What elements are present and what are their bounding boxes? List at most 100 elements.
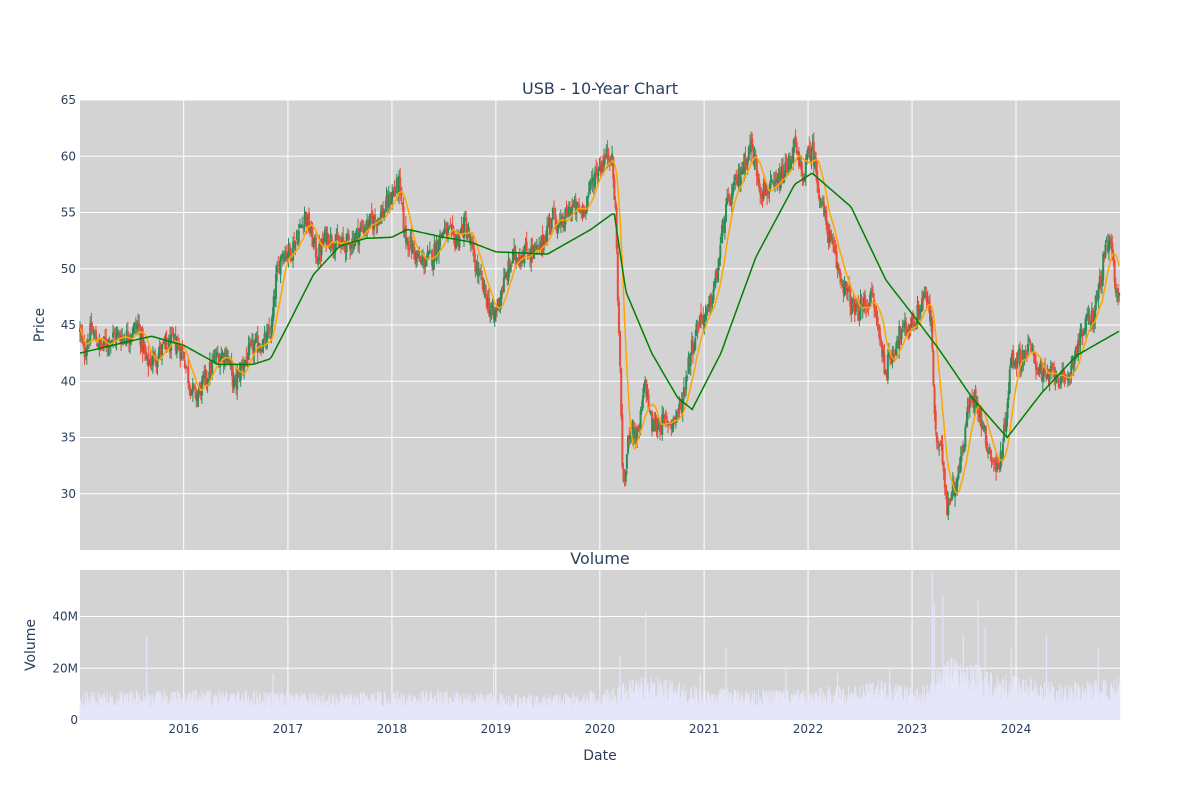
volume-bar (787, 691, 789, 720)
volume-bar (518, 696, 520, 720)
candle-body (396, 178, 399, 193)
volume-bar (722, 698, 724, 720)
candle-body (549, 220, 552, 226)
volume-bar (362, 705, 364, 720)
volume-bar (235, 695, 237, 720)
volume-bar (284, 705, 285, 720)
volume-bar (757, 706, 759, 720)
volume-bar (957, 665, 959, 720)
volume-bar (926, 697, 928, 720)
candle-body (738, 167, 741, 184)
candle-body (1015, 361, 1018, 368)
volume-bar (723, 694, 725, 720)
volume-bar (427, 700, 428, 720)
volume-bar (1017, 699, 1019, 720)
candle-body (1117, 288, 1120, 299)
candle-body (859, 298, 862, 320)
candle-body (127, 338, 130, 343)
volume-bar (883, 683, 885, 720)
volume-bar (710, 697, 712, 720)
date-x-tick-label: 2022 (793, 722, 824, 736)
candle-body (1086, 314, 1089, 317)
volume-bar (895, 684, 897, 720)
volume-bar (399, 698, 401, 720)
price-y-tick-label: 40 (61, 374, 76, 388)
volume-bar (566, 696, 568, 720)
candle-body (595, 168, 598, 171)
volume-bar (367, 699, 369, 720)
volume-bar (1059, 701, 1061, 720)
volume-bar (439, 700, 440, 720)
candle-body (197, 391, 200, 398)
volume-bar (930, 693, 932, 720)
volume-bar (950, 669, 951, 720)
candle-body (962, 448, 965, 451)
volume-bar (151, 694, 153, 720)
volume-bar (217, 692, 219, 720)
candle-body (824, 210, 827, 214)
volume-bar (1099, 692, 1101, 720)
volume-bar (187, 694, 189, 720)
volume-bar (664, 701, 665, 720)
volume-bar (394, 692, 395, 720)
volume-bar (882, 686, 884, 720)
candle-body (901, 326, 904, 328)
volume-bar (568, 695, 570, 720)
volume-bar (720, 688, 722, 720)
volume-bar (190, 697, 192, 720)
volume-bar (1025, 691, 1027, 720)
volume-bar (1109, 699, 1110, 720)
volume-bar (1049, 699, 1051, 720)
volume-bar (342, 696, 344, 720)
candle-body (1078, 342, 1081, 347)
volume-bar (843, 695, 845, 720)
candle-body (355, 228, 358, 234)
candle-body (689, 352, 692, 366)
volume-bar (363, 691, 365, 720)
candle-body (416, 250, 419, 258)
volume-bar (958, 684, 960, 720)
volume-bar (219, 701, 221, 720)
candle-body (957, 466, 960, 479)
candle-body (1033, 352, 1036, 364)
volume-bar (227, 702, 229, 720)
volume-bar (775, 690, 777, 720)
volume-bar (660, 678, 661, 720)
volume-bar (705, 705, 707, 720)
volume-bar (98, 706, 100, 720)
candle-body (1029, 341, 1032, 346)
volume-bar (875, 688, 877, 720)
volume-bar (1063, 695, 1065, 720)
candle-body (614, 200, 617, 209)
volume-bar (165, 696, 166, 720)
volume-bar (735, 699, 737, 720)
candle-body (927, 300, 930, 306)
candle-body (1079, 328, 1082, 346)
volume-bar (551, 701, 553, 720)
volume-bar (521, 704, 522, 720)
candle-body (932, 350, 935, 386)
volume-bar (281, 692, 283, 720)
volume-bar (488, 702, 490, 720)
volume-bar (452, 701, 454, 720)
volume-bar (748, 693, 750, 720)
candle-body (886, 354, 889, 381)
volume-bar (245, 696, 247, 720)
volume-bar (517, 707, 518, 720)
volume-bar (563, 695, 565, 720)
volume-bar (654, 682, 656, 720)
volume-bar (431, 705, 433, 720)
volume-bar (946, 672, 947, 720)
volume-bar (878, 693, 880, 720)
candle-body (357, 227, 360, 244)
volume-bar (287, 699, 289, 720)
volume-bar (533, 708, 534, 720)
volume-bar (857, 696, 859, 720)
volume-bar (884, 687, 886, 720)
candle-body (565, 210, 568, 212)
candle-body (1036, 367, 1039, 369)
volume-bar (107, 701, 109, 720)
volume-bar (106, 701, 108, 720)
volume-bar (846, 704, 848, 720)
volume-bar (485, 706, 487, 720)
